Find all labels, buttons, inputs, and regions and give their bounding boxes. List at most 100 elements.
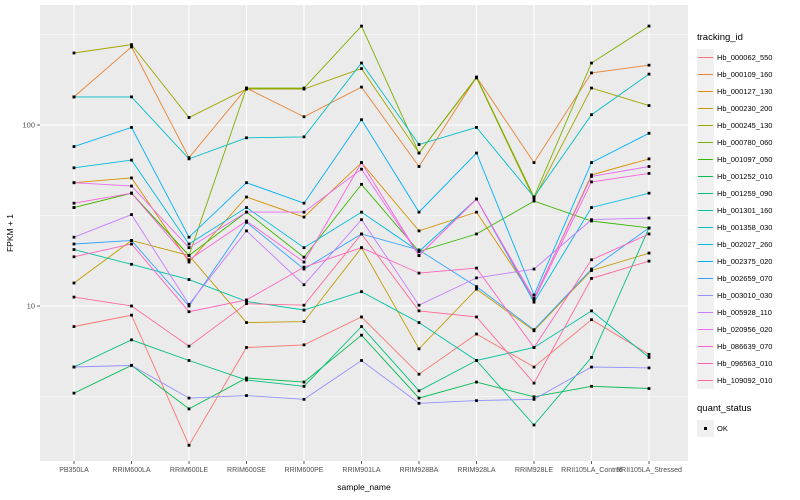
- data-point: [302, 115, 306, 119]
- data-point: [647, 366, 651, 370]
- data-point: [647, 259, 651, 263]
- data-point: [647, 72, 651, 76]
- legend-item: Hb_001252_010: [697, 168, 800, 185]
- data-point: [72, 325, 76, 328]
- data-point: [590, 356, 593, 359]
- data-point: [417, 401, 421, 405]
- data-point: [532, 195, 536, 199]
- legend-item-label: Hb_109092_010: [717, 376, 773, 385]
- data-point: [590, 113, 593, 117]
- data-point: [72, 201, 76, 205]
- data-point: [360, 161, 363, 164]
- x-tick-label: RRIM600LE: [170, 467, 208, 474]
- data-point: [647, 165, 651, 168]
- data-point: [187, 278, 191, 281]
- legend-key-line: [697, 168, 714, 185]
- data-point: [360, 333, 363, 337]
- data-point: [187, 235, 191, 239]
- data-point: [532, 293, 536, 297]
- data-point: [360, 67, 363, 70]
- data-point: [245, 219, 248, 223]
- data-point: [532, 365, 536, 369]
- data-point: [187, 157, 191, 161]
- data-point: [647, 172, 651, 175]
- data-point: [302, 303, 306, 307]
- data-point: [590, 258, 593, 262]
- data-point: [590, 365, 593, 369]
- x-tick-label: RRII105LA_Stressed: [616, 467, 682, 474]
- data-point: [245, 210, 248, 214]
- legend-item-label: Hb_001252_010: [717, 172, 773, 181]
- x-tick-label: RRIM901LA: [342, 467, 380, 474]
- data-point: [302, 265, 306, 269]
- data-point: [130, 158, 133, 162]
- data-point: [72, 281, 76, 285]
- data-point: [417, 151, 421, 155]
- data-point: [187, 310, 191, 314]
- data-point: [130, 338, 133, 342]
- data-point: [245, 206, 248, 209]
- data-point: [590, 61, 593, 65]
- legend-item-quant: OK: [697, 420, 800, 437]
- data-point: [647, 251, 651, 255]
- data-point: [590, 161, 593, 164]
- data-point: [302, 308, 306, 312]
- data-point: [302, 86, 306, 90]
- data-point: [532, 199, 536, 203]
- data-point: [360, 61, 363, 65]
- legend-item: Hb_003010_030: [697, 287, 800, 304]
- data-point: [532, 395, 536, 399]
- data-point: [245, 136, 248, 140]
- legend-key-line: [697, 83, 714, 100]
- data-point: [360, 182, 363, 186]
- data-point: [245, 302, 248, 306]
- panel-background: [40, 5, 688, 461]
- y-tick-label: 100: [22, 121, 35, 130]
- data-point: [532, 298, 536, 302]
- data-point: [187, 396, 191, 400]
- data-point: [417, 254, 421, 257]
- legend-key-line: [697, 287, 714, 304]
- legend-item: Hb_096563_010: [697, 355, 800, 372]
- legend-item-label: Hb_000109_160: [717, 70, 773, 79]
- data-point: [72, 206, 76, 209]
- legend-item-label: Hb_002375_020: [717, 257, 773, 266]
- legend-key-line: [697, 49, 714, 66]
- data-point: [417, 248, 421, 252]
- data-point: [187, 359, 191, 362]
- data-point: [532, 328, 536, 332]
- legend-quant-items: OK: [697, 420, 800, 437]
- x-tick-label: RRIM928BA: [400, 467, 439, 474]
- legend-item: Hb_001097_050: [697, 151, 800, 168]
- data-point: [647, 191, 651, 195]
- x-tick-label: RRIM600SE: [227, 467, 266, 474]
- data-point: [245, 229, 248, 233]
- data-point: [245, 346, 248, 349]
- data-point: [475, 332, 478, 336]
- data-point: [130, 191, 133, 195]
- data-point: [245, 300, 248, 303]
- data-point: [475, 399, 478, 403]
- legend-title-tracking-id: tracking_id: [697, 32, 743, 43]
- data-point: [302, 320, 306, 323]
- data-point: [72, 391, 76, 395]
- data-point: [475, 315, 478, 319]
- data-point: [302, 201, 306, 205]
- data-point: [72, 51, 76, 55]
- legend-key-line: [697, 100, 714, 117]
- legend-item-label: Hb_001259_090: [717, 189, 773, 198]
- data-point: [72, 95, 76, 99]
- legend-item-label: Hb_005928_110: [717, 308, 772, 317]
- legend-item-label: Hb_002659_070: [717, 274, 773, 283]
- data-point: [475, 287, 478, 291]
- data-point: [647, 63, 651, 67]
- data-point: [360, 325, 363, 328]
- data-point: [647, 104, 651, 107]
- data-point: [417, 165, 421, 168]
- data-point: [532, 423, 536, 427]
- data-point: [360, 118, 363, 122]
- data-point: [360, 359, 363, 362]
- data-point: [475, 210, 478, 214]
- legend-item-label: OK: [717, 424, 728, 433]
- data-point: [130, 43, 133, 47]
